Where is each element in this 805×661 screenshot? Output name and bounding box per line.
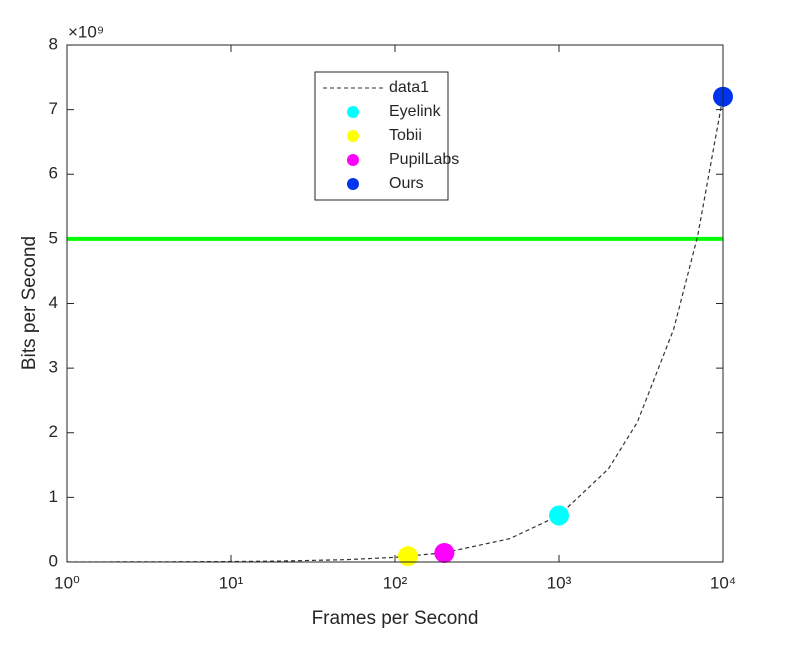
legend-label: data1 bbox=[389, 79, 429, 96]
line bbox=[66, 96, 724, 563]
y-multiplier: ×10⁹ bbox=[68, 22, 104, 41]
point bbox=[397, 546, 418, 567]
y-tick-label: 5 bbox=[49, 228, 58, 247]
y-tick-label: 6 bbox=[49, 164, 58, 183]
legend-swatch bbox=[347, 154, 359, 166]
legend-label: PupilLabs bbox=[389, 151, 459, 168]
y-tick-label: 3 bbox=[49, 358, 58, 377]
y-tick-label: 7 bbox=[49, 99, 58, 118]
x-tick-label: 10⁴ bbox=[710, 573, 736, 592]
legend-swatch bbox=[347, 130, 359, 142]
point bbox=[549, 505, 569, 526]
y-tick-label: 8 bbox=[49, 34, 58, 53]
legend-label: Ours bbox=[389, 175, 424, 192]
legend-label: Tobii bbox=[389, 127, 422, 144]
axes-box bbox=[66, 44, 724, 563]
x-axis-label: Frames per Second bbox=[312, 608, 479, 629]
y-axis-label: Bits per Second bbox=[19, 236, 40, 370]
y-tick-label: 2 bbox=[49, 422, 58, 441]
legend-swatch bbox=[347, 178, 359, 190]
point bbox=[434, 542, 455, 563]
legend-label: Eyelink bbox=[389, 103, 442, 120]
legend-box bbox=[314, 71, 449, 201]
y-tick-label: 1 bbox=[49, 487, 58, 506]
x-tick-label: 10¹ bbox=[219, 573, 244, 592]
x-tick-label: 10⁰ bbox=[54, 573, 80, 592]
y-tick-label: 4 bbox=[49, 293, 58, 312]
x-tick-label: 10³ bbox=[547, 573, 572, 592]
legend-swatch bbox=[347, 106, 359, 118]
y-tick-label: 0 bbox=[49, 551, 58, 570]
x-tick-label: 10² bbox=[383, 573, 408, 592]
